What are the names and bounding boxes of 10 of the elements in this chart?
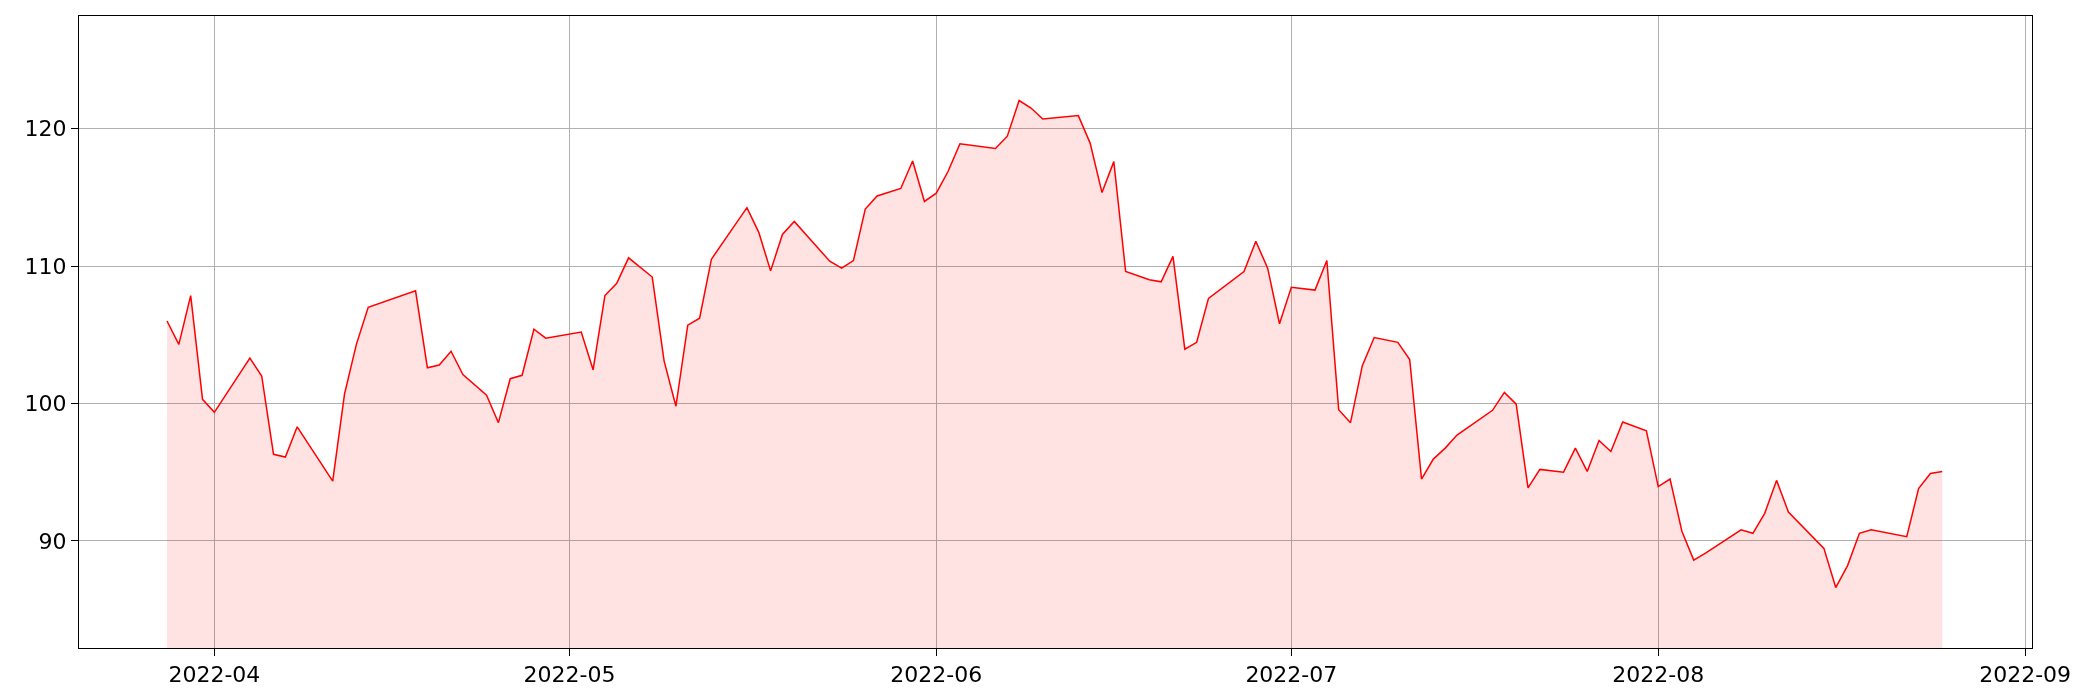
y-tick-label: 110 — [24, 253, 67, 279]
y-tick-label: 90 — [38, 528, 67, 554]
y-tick-label: 100 — [24, 391, 67, 417]
x-tick-label: 2022-08 — [1612, 662, 1705, 688]
x-tick-label: 2022-05 — [523, 662, 616, 688]
y-tick-label: 120 — [24, 116, 67, 142]
x-tick-label: 2022-07 — [1245, 662, 1338, 688]
x-tick-label: 2022-06 — [890, 662, 983, 688]
x-tick-label: 2022-04 — [168, 662, 261, 688]
x-tick-label: 2022-09 — [1979, 662, 2072, 688]
